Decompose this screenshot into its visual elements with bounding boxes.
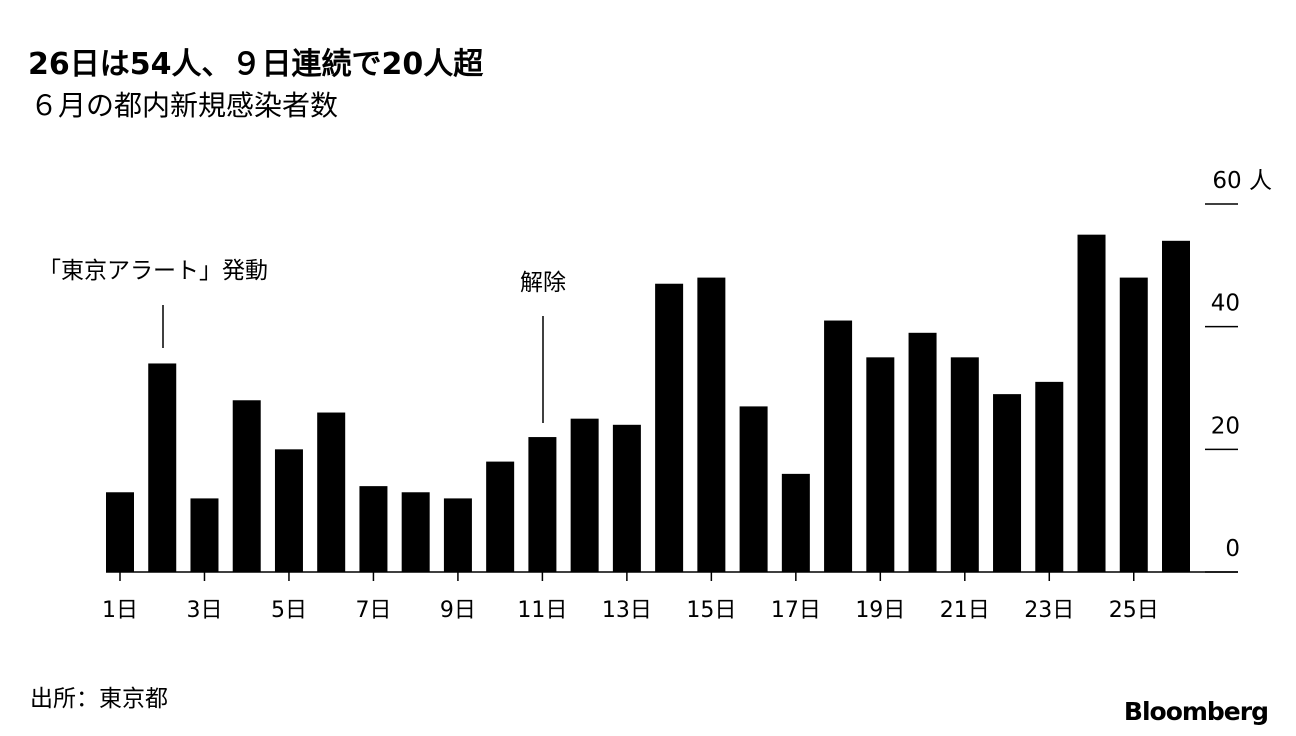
bar <box>1077 234 1106 572</box>
bar <box>317 412 346 572</box>
x-tick-label: 5日 <box>271 598 307 623</box>
bar <box>401 492 430 572</box>
bar <box>781 473 810 572</box>
bar <box>1162 240 1190 573</box>
chart-title: 26日は54人、９日連続で20人超 <box>28 47 484 82</box>
bar <box>866 357 895 572</box>
x-tick-label: 11日 <box>517 598 567 623</box>
x-tick-label: 25日 <box>1109 598 1159 623</box>
chart-subtitle: ６月の都内新規感染者数 <box>30 89 338 122</box>
x-tick-label: 23日 <box>1024 598 1074 623</box>
bar <box>148 363 177 572</box>
bar <box>739 406 768 572</box>
x-tick-label: 3日 <box>186 598 222 623</box>
bar <box>570 418 599 572</box>
y-tick-label: 60 人 <box>1212 168 1272 194</box>
brand-logo: Bloomberg <box>1124 697 1268 726</box>
bar <box>1119 277 1148 572</box>
x-tick-label: 7日 <box>355 598 391 623</box>
bar <box>274 449 303 572</box>
bar <box>359 486 388 572</box>
bar <box>1035 381 1064 572</box>
x-tick-label: 17日 <box>771 598 821 623</box>
bar <box>528 437 557 572</box>
annotation: 「東京アラート」発動 <box>38 258 268 284</box>
annotation: 解除 <box>520 270 566 296</box>
bar <box>612 424 641 572</box>
bar <box>106 492 134 572</box>
y-tick-label: 40 <box>1211 291 1240 317</box>
x-tick-label: 13日 <box>602 598 652 623</box>
bar <box>486 461 515 572</box>
bar <box>908 332 937 572</box>
bar <box>697 277 726 572</box>
x-tick-label: 19日 <box>855 598 905 623</box>
bar <box>190 498 219 572</box>
source: 出所：東京都 <box>30 686 168 712</box>
x-tick-label: 9日 <box>440 598 476 623</box>
bar <box>993 394 1022 572</box>
bar <box>232 400 261 572</box>
y-tick-label: 20 <box>1211 413 1240 439</box>
y-tick-label: 0 <box>1225 536 1240 562</box>
x-tick-label: 21日 <box>940 598 990 623</box>
bar <box>443 498 472 572</box>
bar <box>824 320 853 572</box>
x-tick-label: 1日 <box>102 598 138 623</box>
x-tick-label: 15日 <box>686 598 736 623</box>
bar <box>950 357 979 572</box>
bar <box>655 283 684 572</box>
